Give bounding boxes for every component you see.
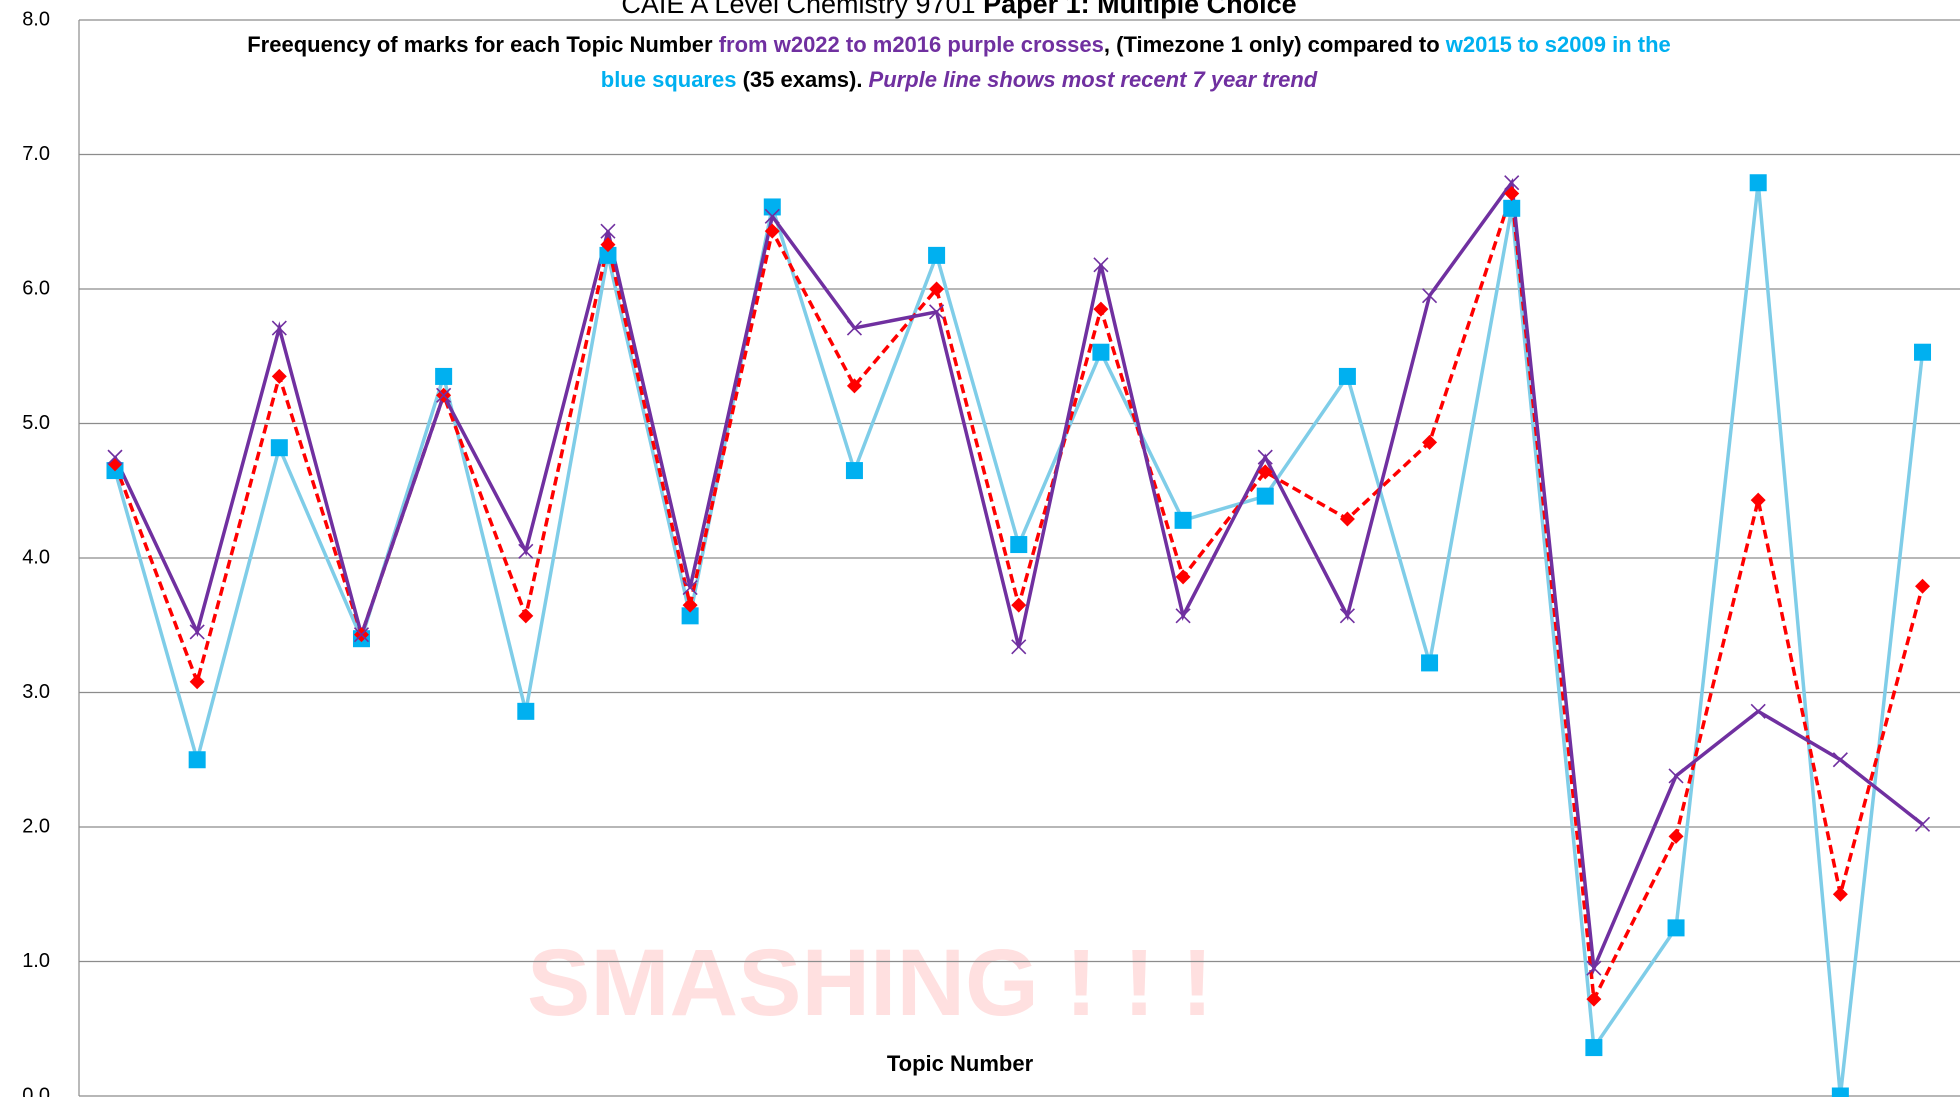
y-tick-label: 3.0 (22, 681, 50, 703)
marker-square (1338, 367, 1356, 385)
marker-square (1092, 343, 1110, 361)
marker-cross (1421, 288, 1438, 304)
marker-cross (1175, 608, 1191, 624)
marker-diamond (1175, 569, 1191, 585)
marker-cross (846, 320, 863, 336)
marker-square (1667, 919, 1685, 937)
y-tick-label: 6.0 (22, 277, 50, 299)
y-tick-label: 0.0 (22, 1084, 50, 1097)
marker-square (270, 439, 288, 457)
marker-square (1503, 199, 1521, 217)
marker-square (1914, 343, 1932, 361)
watermark: SMASHING ! ! ! (527, 930, 1213, 1036)
marker-diamond (271, 368, 287, 384)
marker-square (599, 246, 617, 264)
marker-cross (929, 304, 945, 320)
marker-cross (1011, 639, 1027, 655)
y-tick-label: 1.0 (22, 950, 50, 972)
marker-square (1585, 1039, 1603, 1057)
title-text: CAIE A Level Chemistry 9701 (621, 0, 983, 19)
marker-cross (1339, 608, 1355, 624)
marker-diamond (1668, 828, 1684, 844)
marker-cross (353, 627, 370, 643)
subtitle-segment: (35 exams). (736, 67, 868, 92)
series-line (113, 192, 1925, 1006)
chart-title: CAIE A Level Chemistry 9701 Paper 1: Mul… (621, 0, 1296, 19)
subtitle: Freequency of marks for each Topic Numbe… (247, 32, 1671, 57)
subtitle-segment: blue squares (601, 67, 737, 92)
marker-diamond (764, 223, 780, 239)
subtitle-segment: Purple line shows most recent 7 year tre… (869, 67, 1318, 92)
title-bold: Paper 1: Multiple Choice (983, 0, 1297, 19)
marker-cross (1750, 703, 1766, 719)
marker-square (763, 198, 781, 216)
marker-square (188, 751, 206, 769)
marker-cross (1504, 175, 1520, 191)
y-tick-label: 4.0 (22, 546, 50, 568)
marker-cross (764, 208, 780, 224)
marker-diamond (1915, 578, 1931, 594)
marker-diamond (1339, 511, 1355, 527)
marker-diamond (682, 597, 698, 613)
marker-cross (518, 543, 534, 559)
subtitle-segment: w2015 to s2009 in the (1445, 32, 1671, 57)
subtitle: blue squares (35 exams). Purple line sho… (601, 67, 1318, 92)
marker-diamond (600, 237, 616, 253)
series-line (113, 178, 1924, 976)
marker-cross (600, 223, 616, 239)
marker-cross (1668, 768, 1684, 784)
marker-diamond (1504, 186, 1520, 202)
marker-square (517, 702, 535, 720)
marker-diamond (929, 281, 945, 297)
marker-cross (1257, 449, 1273, 465)
marker-diamond (1422, 434, 1438, 450)
marker-square (1174, 511, 1192, 529)
y-tick-label: 5.0 (22, 412, 50, 434)
y-tick-label: 8.0 (22, 8, 50, 30)
marker-diamond (1011, 597, 1027, 613)
marker-cross (436, 387, 452, 403)
marker-diamond (1093, 301, 1109, 317)
marker-square (1256, 487, 1274, 505)
marker-diamond (1586, 991, 1602, 1007)
subtitle-segment: from w2022 to m2016 purple crosses (719, 32, 1104, 57)
y-tick-label: 7.0 (22, 143, 50, 165)
marker-diamond (518, 608, 534, 624)
marker-square (928, 246, 946, 264)
marker-diamond (189, 674, 205, 690)
marker-diamond (1832, 886, 1848, 902)
subtitle-segment: , (Timezone 1 only) compared to (1104, 32, 1446, 57)
marker-square (1421, 654, 1439, 672)
marker-cross (1586, 960, 1602, 976)
marker-square (681, 607, 699, 625)
marker-square (1749, 174, 1767, 192)
y-tick-label: 2.0 (22, 815, 50, 837)
marker-cross (1832, 752, 1848, 768)
marker-cross (1093, 257, 1109, 273)
marker-square (435, 367, 453, 385)
marker-cross (682, 580, 698, 596)
x-axis-label: Topic Number (887, 1051, 1034, 1076)
marker-square (1831, 1087, 1849, 1097)
marker-square (1010, 536, 1028, 554)
marker-cross (271, 320, 287, 336)
marker-cross (1914, 816, 1931, 832)
marker-diamond (1257, 464, 1273, 480)
marker-square (845, 462, 863, 480)
marker-diamond (846, 378, 862, 394)
marker-cross (189, 624, 205, 640)
marker-cross (107, 449, 123, 465)
subtitle-segment: Freequency of marks for each Topic Numbe… (247, 32, 719, 57)
marker-diamond (1750, 492, 1766, 508)
